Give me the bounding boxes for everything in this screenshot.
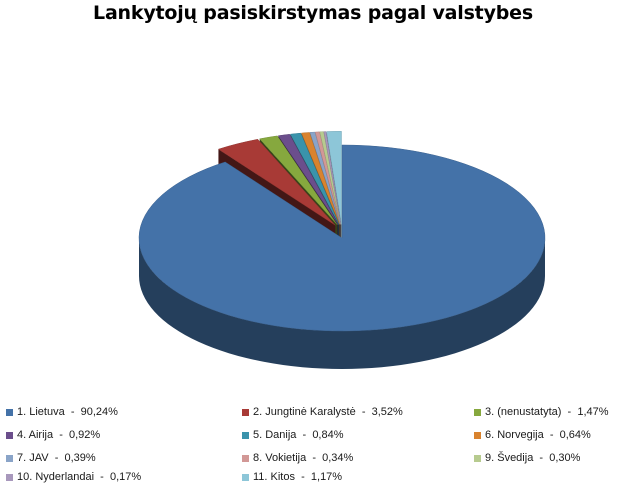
legend-item-10: 10. Nyderlandai - 0,17% [6,470,141,484]
legend-swatch [242,431,249,439]
legend-item-11: 11. Kitos - 1,17% [242,470,342,484]
pie-slice-11 [326,131,342,225]
legend-separator: - [64,406,81,418]
legend-swatch [6,431,13,439]
chart-title: Lankytojų pasiskirstymas pagal valstybes [93,2,533,24]
legend-separator: - [543,429,560,441]
legend-separator: - [296,429,313,441]
legend-value: 1,47% [577,406,609,418]
legend-label: 4. Airija [17,429,54,441]
legend-swatch [6,473,13,481]
legend-value: 1,17% [310,471,343,483]
legend-separator: - [561,406,578,418]
legend-separator: - [533,452,550,464]
legend-item-9: 9. Švedija - 0,30% [474,451,580,465]
pie-slice-1 [138,144,546,332]
legend-swatch [474,454,481,462]
pie-slice-7 [309,131,341,225]
legend-item-6: 6. Norvegija - 0,64% [474,428,591,442]
legend-value: 90,24% [80,406,118,418]
pie-side-1 [139,238,545,369]
legend-value: 0,92% [68,429,101,441]
legend-value: 3,52% [371,406,403,418]
pie-slice-8 [314,131,341,225]
legend-label: 10. Nyderlandai [17,471,95,483]
legend-separator: - [94,471,110,483]
legend-label: 8. Vokietija [253,452,307,464]
legend-item-8: 8. Vokietija - 0,34% [242,451,353,465]
pie-slice-2 [217,139,336,226]
legend-separator: - [295,471,311,483]
legend-item-4: 4. Airija - 0,92% [6,428,100,442]
legend-label: 11. Kitos [253,471,295,483]
legend-label: 5. Danija [253,429,297,441]
legend-value: 0,17% [109,471,142,483]
legend-label: 7. JAV [17,452,49,464]
legend-item-7: 7. JAV - 0,39% [6,451,96,465]
legend-label: 9. Švedija [485,452,534,464]
pie-slice-10 [323,131,342,225]
legend-value: 0,84% [312,429,344,441]
legend-value: 0,30% [549,452,581,464]
legend-item-1: 1. Lietuva - 90,24% [6,405,118,419]
legend-value: 0,34% [322,452,354,464]
legend-separator: - [53,429,69,441]
legend-label: 3. (nenustatyta) [485,406,562,418]
legend-item-5: 5. Danija - 0,84% [242,428,344,442]
legend-label: 6. Norvegija [485,429,544,441]
legend-item-3: 3. (nenustatyta) - 1,47% [474,405,609,419]
pie-slice-5 [289,132,340,225]
legend-label: 2. Jungtinė Karalystė [253,406,356,418]
legend-swatch [242,408,249,416]
pie-slice-4 [277,134,339,225]
legend-value: 0,64% [559,429,591,441]
pie-chart [138,131,546,369]
legend-separator: - [306,452,323,464]
pie-slice-3 [259,135,338,225]
pie-slice-6 [301,132,340,225]
legend-separator: - [355,406,372,418]
legend-swatch [242,473,249,481]
legend-separator: - [48,452,65,464]
legend-value: 0,39% [64,452,96,464]
legend-swatch [6,408,13,416]
legend-item-2: 2. Jungtinė Karalystė - 3,52% [242,405,403,419]
legend-label: 1. Lietuva [17,406,65,418]
legend-swatch [6,454,13,462]
legend-swatch [242,454,249,462]
legend-swatch [474,431,481,439]
legend-swatch [474,408,481,416]
